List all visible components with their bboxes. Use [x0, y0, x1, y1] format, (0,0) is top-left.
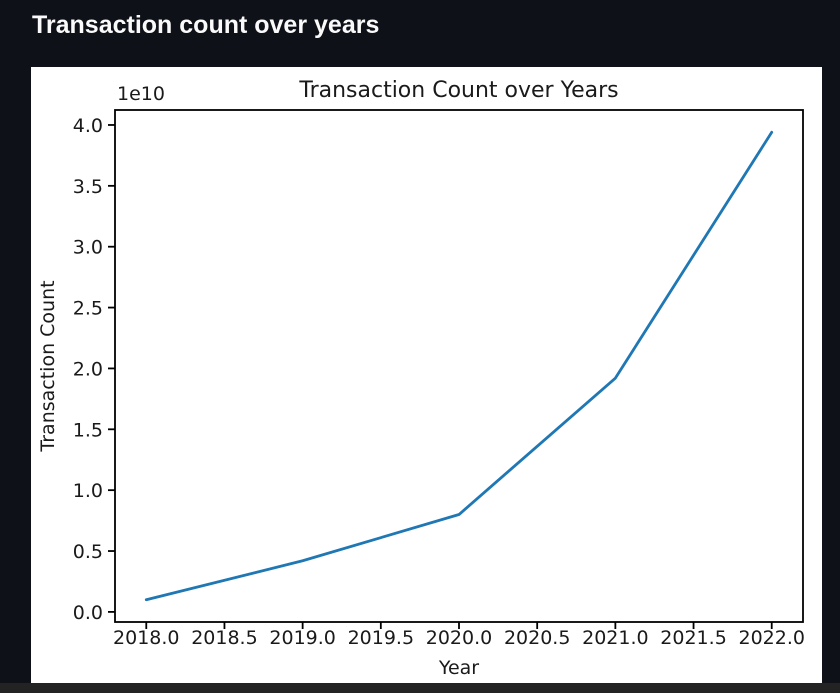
y-tick-label: 0.5 [73, 541, 103, 563]
y-axis-label: Transaction Count [37, 280, 59, 452]
x-tick-label: 2020.0 [426, 627, 492, 649]
x-tick-label: 2019.0 [269, 627, 335, 649]
y-tick-label: 0.0 [73, 602, 103, 624]
x-tick-label: 2021.0 [582, 627, 648, 649]
bottom-bar [0, 683, 840, 693]
chart-title: Transaction Count over Years [298, 78, 618, 103]
transaction-count-line-chart: 2018.0 2018.5 2019.0 2019.5 2020.0 2020.5 2021… [37, 78, 805, 679]
x-tick-label: 2020.5 [504, 627, 570, 649]
y-tick-label: 2.0 [73, 358, 103, 380]
chart-figure: 2018.0 2018.5 2019.0 2019.5 2020.0 2020.5 2021… [31, 67, 822, 683]
x-tick-label: 2021.5 [660, 627, 726, 649]
y-tick-label: 2.5 [73, 298, 103, 320]
x-tick-label: 2018.0 [113, 627, 179, 649]
y-tick-label: 1.0 [73, 480, 103, 502]
y-axis-offset-text: 1e10 [117, 83, 165, 105]
data-line [144, 130, 774, 602]
y-tick-label: 3.0 [73, 237, 103, 259]
y-tick-label: 4.0 [73, 115, 103, 137]
y-tick-label: 3.5 [73, 176, 103, 198]
page-title: Transaction count over years [32, 11, 380, 39]
x-tick-label: 2018.5 [191, 627, 257, 649]
axes-spines [114, 109, 804, 623]
y-tick-label: 1.5 [73, 419, 103, 441]
x-axis-label: Year [438, 657, 479, 679]
x-tick-label: 2022.0 [738, 627, 804, 649]
x-tick-label: 2019.5 [348, 627, 414, 649]
